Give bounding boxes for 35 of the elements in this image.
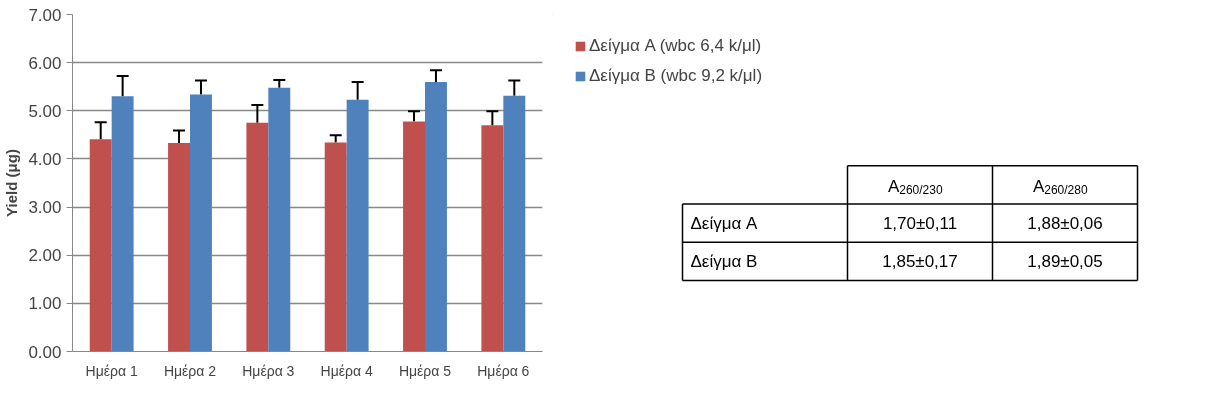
bar [425, 81, 447, 352]
bar [481, 125, 504, 352]
category-label: Δείγμα B [690, 251, 758, 271]
bar [324, 142, 347, 352]
y-tick-label: 7.00 [28, 5, 62, 25]
bar [503, 95, 526, 352]
x-tick-label: Ημέρα 3 [242, 362, 295, 379]
bar [403, 121, 425, 352]
bar [190, 94, 212, 352]
bar [268, 87, 291, 352]
x-tick-label: Ημέρα 5 [398, 362, 452, 379]
text: 1,88±0,06 [1027, 213, 1103, 233]
x-tick-label: Ημέρα 4 [320, 362, 373, 379]
x-tick-label: Ημέρα 1 [85, 362, 138, 379]
y-axis-title: Yield (μg) [3, 149, 21, 217]
bar [346, 99, 369, 352]
text: 1,70±0,11 [882, 213, 958, 233]
x-tick-label: Ημέρα 6 [477, 362, 530, 379]
y-tick-label: 2.00 [28, 246, 62, 266]
y-tick-label: 5.00 [28, 101, 62, 121]
category-label: Δείγμα A [690, 213, 758, 233]
legend-label: Δείγμα B (wbc 9,2 k/μl) [589, 66, 763, 86]
bar [168, 143, 190, 352]
y-tick-label: 3.00 [28, 198, 62, 218]
y-tick-label: 6.00 [28, 53, 62, 73]
y-tick-label: 4.00 [28, 149, 62, 169]
x-tick-label: Ημέρα 2 [163, 362, 217, 379]
bar [111, 96, 134, 352]
y-tick-label: 1.00 [28, 294, 62, 314]
legend-label: Δείγμα A (wbc 6,4 k/μl) [589, 36, 762, 56]
bar [89, 139, 112, 352]
bar [246, 122, 269, 352]
text: 1,85±0,17 [882, 251, 958, 271]
y-tick-label: 0.00 [28, 342, 62, 362]
text: 1,89±0,05 [1027, 251, 1103, 271]
